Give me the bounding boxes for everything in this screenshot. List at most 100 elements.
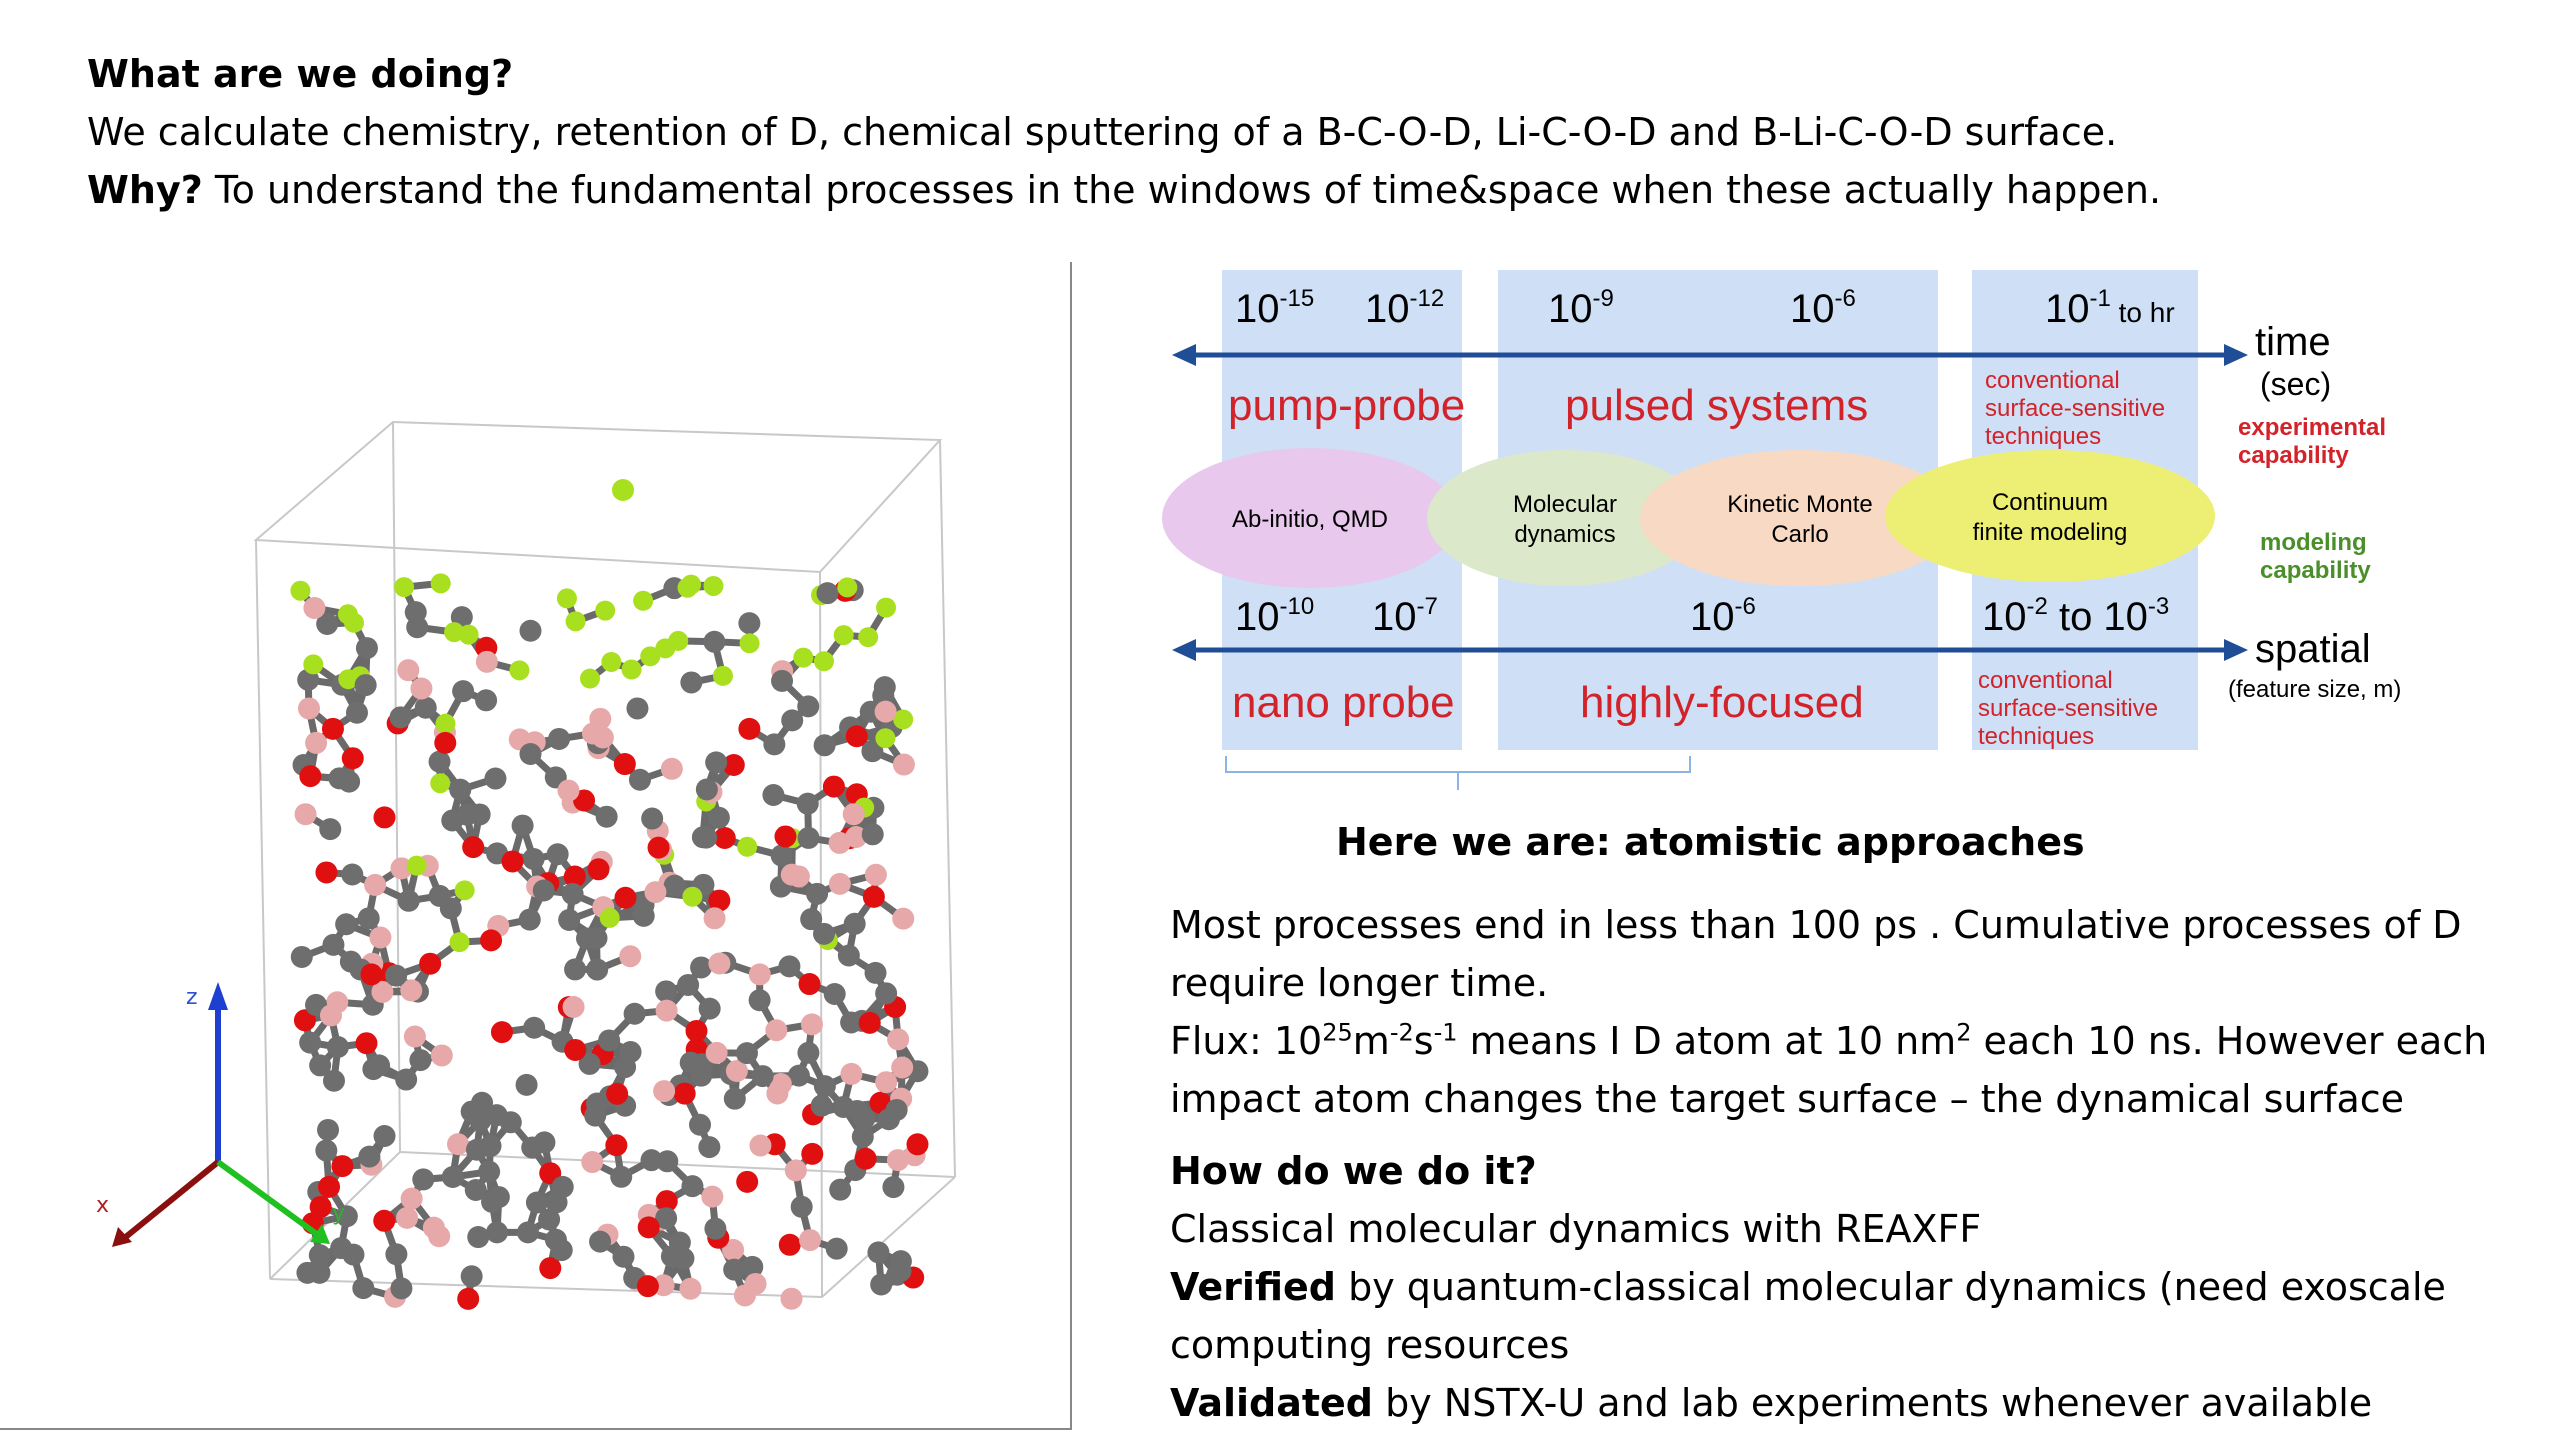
carbon-atom	[843, 912, 866, 935]
oxygen-atom	[636, 1275, 659, 1298]
deuterium-atom	[458, 624, 479, 645]
boron-atom	[828, 872, 851, 895]
deuterium-atom	[668, 630, 689, 651]
carbon-atom	[668, 1231, 691, 1254]
carbon-atom	[800, 908, 823, 931]
pump-probe-label: pump-probe	[1228, 381, 1465, 430]
oxygen-atom	[637, 1216, 660, 1239]
ellipse-kinetic-monte-carlo	[1640, 450, 1960, 586]
boron-atom	[305, 731, 328, 754]
boron-atom	[748, 963, 771, 986]
boron-atom	[400, 979, 423, 1002]
oxygen-atom	[614, 886, 637, 909]
deuterium-atom	[737, 836, 758, 857]
boron-atom	[660, 757, 683, 780]
carbon-atom	[575, 927, 598, 950]
oxygen-atom	[906, 1133, 929, 1156]
boron-atom	[864, 863, 887, 886]
boron-atom	[703, 907, 726, 930]
carbon-atom	[385, 964, 408, 987]
oxygen-atom	[318, 1175, 341, 1198]
carbon-atom	[703, 630, 726, 653]
carbon-atom	[414, 696, 437, 719]
carbon-atom	[663, 874, 686, 897]
carbon-atom	[771, 669, 794, 692]
carbon-atom	[564, 958, 587, 981]
carbon-atom	[655, 1207, 678, 1230]
time-arrow	[1172, 344, 2248, 366]
carbon-atom	[319, 818, 342, 841]
deuterium-atom	[430, 573, 451, 594]
deuterium-atom	[599, 907, 620, 928]
carbon-atom	[589, 1230, 612, 1253]
oxygen-atom	[655, 1190, 678, 1213]
oxygen-atom	[457, 1287, 480, 1310]
carbon-atom	[875, 982, 898, 1005]
boron-atom	[701, 1185, 724, 1208]
deuterium-atom	[813, 651, 834, 672]
carbon-atom	[656, 1150, 679, 1173]
svg-text:Molecular: Molecular	[1513, 491, 1617, 518]
carbon-atom	[623, 1002, 646, 1025]
ellipse-continuum	[1885, 450, 2215, 582]
boron-atom	[769, 1072, 792, 1095]
time-unit: (sec)	[2260, 366, 2331, 402]
carbon-atom	[357, 907, 380, 930]
oxygen-atom	[434, 731, 457, 754]
svg-text:dynamics: dynamics	[1514, 521, 1615, 548]
oxygen-atom	[293, 1009, 316, 1032]
molecular-structure-image: z x y	[96, 420, 956, 1310]
carbon-atom	[385, 1243, 408, 1266]
carbon-atom	[352, 1277, 375, 1300]
carbon-atom	[763, 733, 786, 756]
spatial-unit: (feature size, m)	[2228, 676, 2401, 703]
carbon-atom	[309, 1054, 332, 1077]
carbon-atom	[441, 1166, 464, 1189]
deuterium-atom	[509, 660, 530, 681]
ellipse-ab-initio	[1162, 448, 1458, 588]
svg-text:surface-sensitive: surface-sensitive	[1978, 695, 2158, 722]
boron-atom	[403, 1025, 426, 1048]
deuterium-atom	[579, 668, 600, 689]
svg-text:capability: capability	[2238, 442, 2349, 469]
deuterium-atom	[739, 633, 760, 654]
deuterium-atom	[833, 625, 854, 646]
boron-atom	[744, 1272, 767, 1295]
carbon-atom	[469, 1109, 492, 1132]
here-we-are-heading: Here we are: atomistic approaches	[1336, 820, 2085, 864]
time-label: time	[2255, 320, 2331, 364]
oxygen-atom	[736, 1170, 759, 1193]
deuterium-atom	[430, 773, 451, 794]
boron-atom	[297, 697, 320, 720]
carbon-atom	[532, 879, 555, 902]
nano-probe-label: nano probe	[1232, 678, 1455, 727]
carbon-atom	[628, 768, 651, 791]
carbon-atom	[315, 1139, 338, 1162]
carbon-atom	[790, 1195, 813, 1218]
oxygen-atom	[858, 1011, 881, 1034]
carbon-atom	[864, 961, 887, 984]
boron-atom	[644, 881, 667, 904]
carbon-atom	[867, 1241, 890, 1264]
oxygen-atom	[309, 1195, 332, 1218]
carbon-atom	[525, 1191, 548, 1214]
deuterium-atom	[290, 580, 311, 601]
carbon-atom	[806, 882, 829, 905]
oxygen-atom	[722, 753, 745, 776]
carbon-atom	[825, 1237, 848, 1260]
svg-text:10-12: 10-12	[1365, 285, 1444, 331]
oxygen-atom	[419, 952, 442, 975]
carbon-atom	[511, 814, 534, 837]
carbon-atom	[468, 803, 491, 826]
carbon-atom	[655, 980, 678, 1003]
boron-atom	[705, 1041, 728, 1064]
boron-atom	[581, 1151, 604, 1174]
header-what-text: We calculate chemistry, retention of D, …	[87, 110, 2118, 154]
boron-atom	[655, 999, 678, 1022]
deuterium-atom	[338, 669, 359, 690]
boron-atom	[845, 825, 868, 848]
deuterium-atom	[793, 647, 814, 668]
deuterium-atom	[394, 577, 415, 598]
carbon-atom	[335, 768, 358, 791]
spatial-label: spatial	[2255, 627, 2371, 671]
